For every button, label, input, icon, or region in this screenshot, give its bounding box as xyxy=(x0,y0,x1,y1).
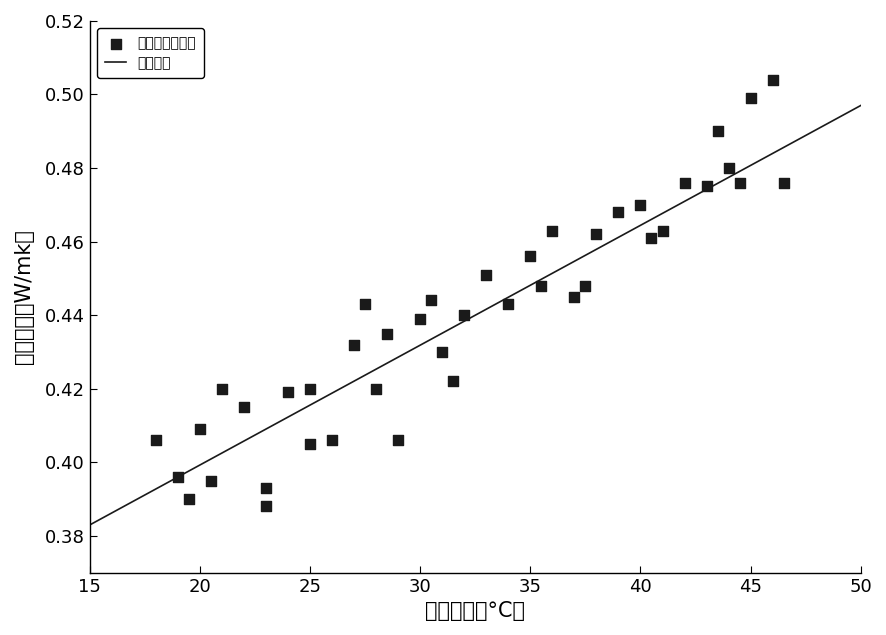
样品的导热系数 xyxy=(149,435,163,445)
样品的导热系数 xyxy=(656,225,670,236)
样品的导热系数 xyxy=(699,182,713,192)
样品的导热系数 xyxy=(447,377,461,387)
样品的导热系数 xyxy=(369,384,384,394)
样品的导热系数 xyxy=(479,270,494,280)
样品的导热系数 xyxy=(204,476,218,486)
样品的导热系数 xyxy=(391,435,405,445)
X-axis label: 冷端温度（°C）: 冷端温度（°C） xyxy=(425,601,525,621)
样品的导热系数 xyxy=(524,251,538,262)
样品的导热系数 xyxy=(182,494,196,504)
Legend: 样品的导热系数, 线性拟合: 样品的导热系数, 线性拟合 xyxy=(97,28,204,78)
样品的导热系数 xyxy=(347,340,361,350)
样品的导热系数 xyxy=(303,384,317,394)
样品的导热系数 xyxy=(534,281,548,291)
样品的导热系数 xyxy=(193,424,207,434)
样品的导热系数 xyxy=(215,384,229,394)
样品的导热系数 xyxy=(644,233,658,243)
样品的导热系数 xyxy=(501,299,516,309)
样品的导热系数 xyxy=(733,178,747,188)
样品的导热系数 xyxy=(303,439,317,449)
样品的导热系数 xyxy=(259,483,273,493)
样品的导热系数 xyxy=(776,178,790,188)
样品的导热系数 xyxy=(678,178,692,188)
样品的导热系数 xyxy=(281,387,295,398)
样品的导热系数 xyxy=(457,310,471,320)
样品的导热系数 xyxy=(721,163,735,173)
样品的导热系数 xyxy=(589,229,603,239)
样品的导热系数 xyxy=(171,472,185,482)
样品的导热系数 xyxy=(711,126,725,137)
样品的导热系数 xyxy=(743,93,758,104)
样品的导热系数 xyxy=(611,207,626,217)
样品的导热系数 xyxy=(766,75,780,85)
样品的导热系数 xyxy=(358,299,372,309)
样品的导热系数 xyxy=(567,291,581,302)
样品的导热系数 xyxy=(545,225,559,236)
样品的导热系数 xyxy=(259,502,273,512)
样品的导热系数 xyxy=(435,347,449,357)
样品的导热系数 xyxy=(424,295,439,305)
样品的导热系数 xyxy=(325,435,339,445)
样品的导热系数 xyxy=(413,314,427,324)
样品的导热系数 xyxy=(633,200,648,210)
样品的导热系数 xyxy=(579,281,593,291)
样品的导热系数 xyxy=(380,328,394,338)
样品的导热系数 xyxy=(237,402,251,412)
Y-axis label: 导热系数（W/mk）: 导热系数（W/mk） xyxy=(14,229,34,364)
